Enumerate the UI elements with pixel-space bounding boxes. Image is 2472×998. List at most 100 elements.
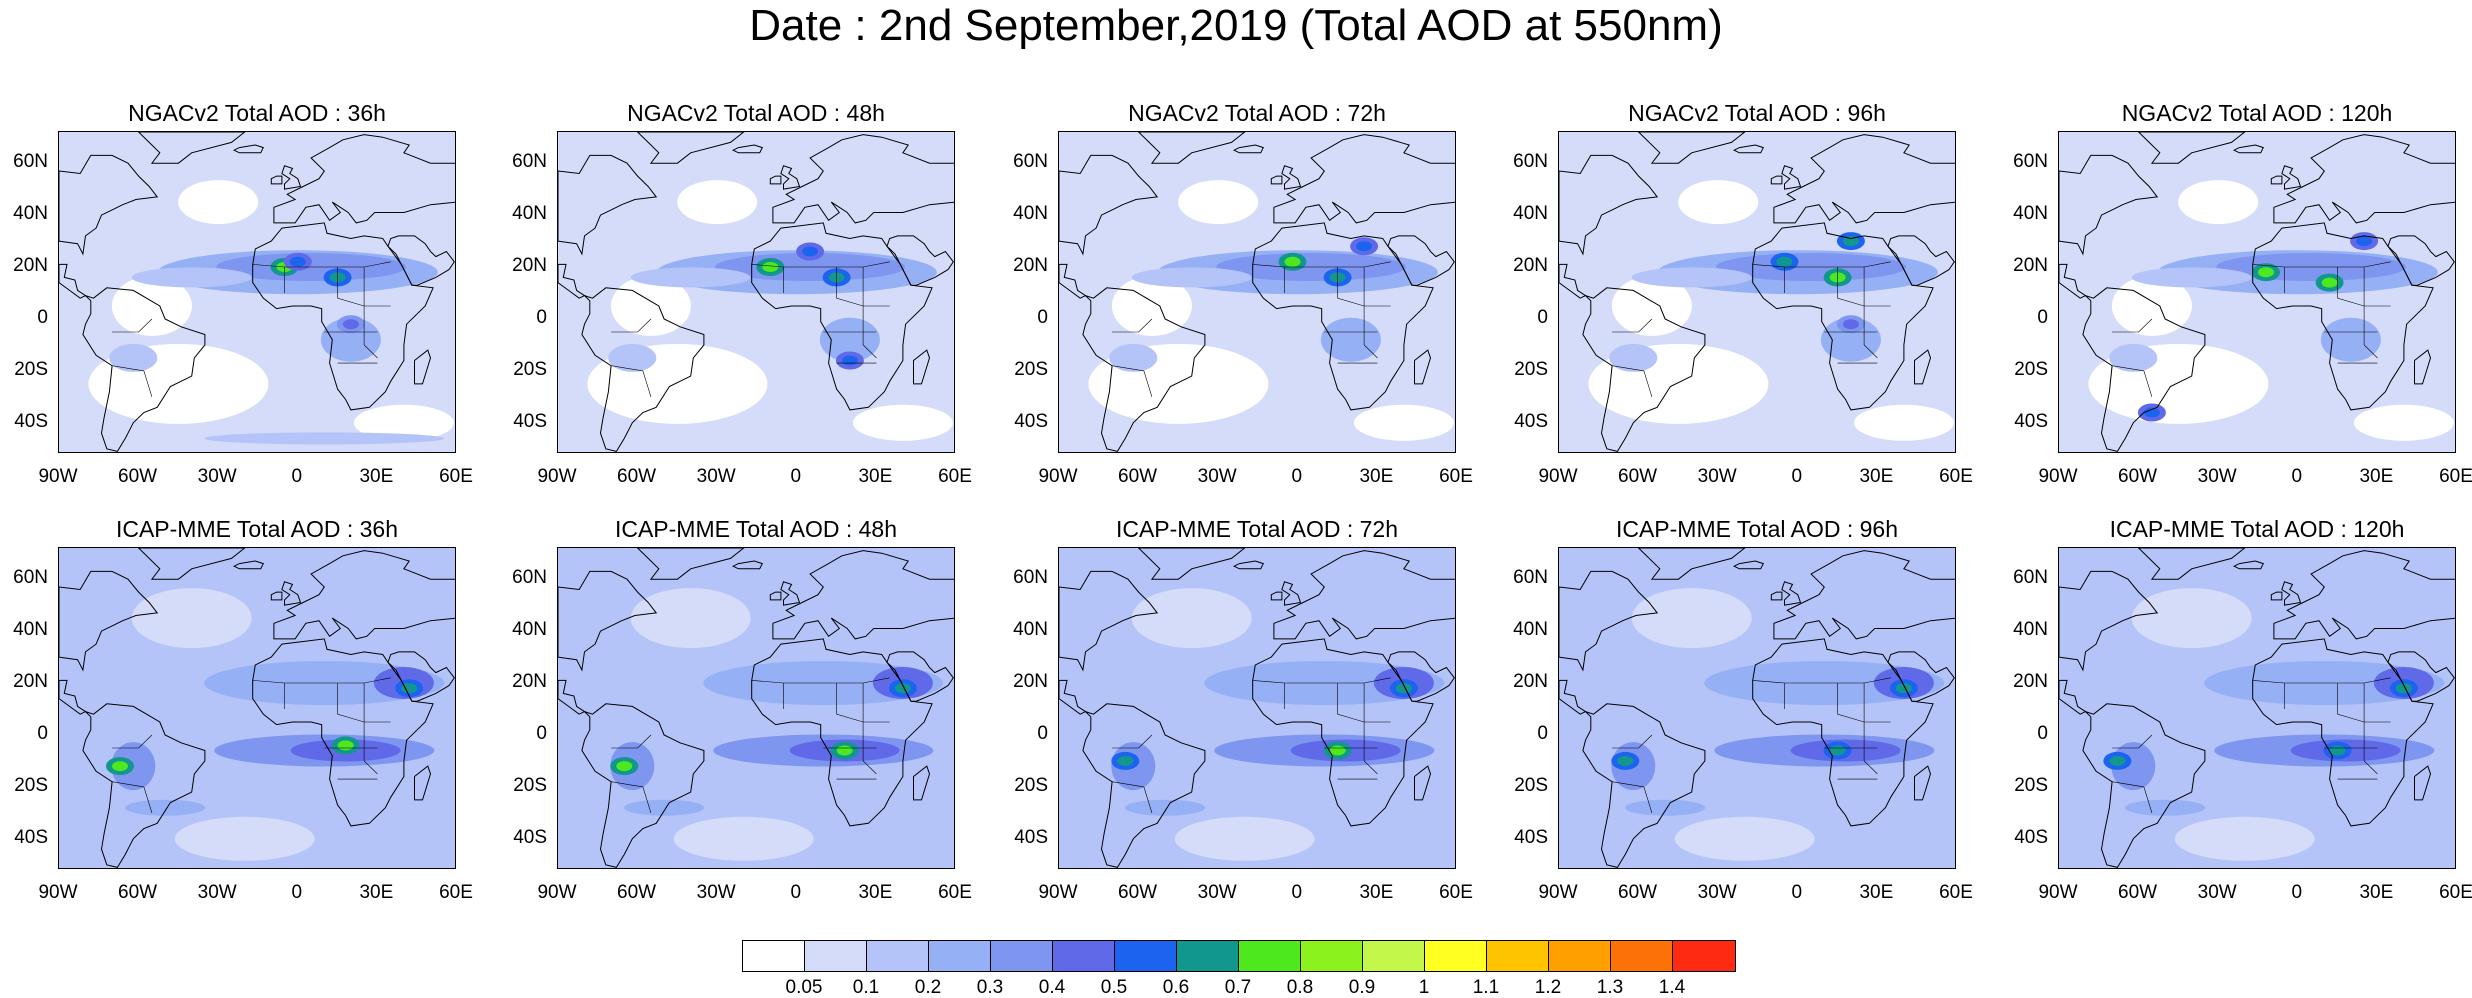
dust-plume	[131, 267, 252, 288]
coastline	[558, 154, 658, 256]
coastline	[2414, 349, 2432, 385]
country-border	[862, 267, 877, 359]
coastline	[387, 235, 455, 286]
lat-tick-label: 40S	[2014, 826, 2048, 848]
country-border	[363, 267, 378, 359]
clean-area	[1611, 276, 1692, 336]
lat-tick-label: 20N	[512, 671, 547, 693]
lat-tick-label: 40S	[1514, 410, 1548, 432]
aod-hotspot	[337, 740, 354, 751]
lat-tick-label: 20N	[2013, 255, 2048, 277]
coastline	[913, 765, 931, 801]
coastline	[2281, 165, 2302, 190]
lat-tick-label: 40N	[1013, 619, 1048, 641]
clean-area	[852, 404, 953, 441]
lat-tick-label: 0	[2037, 306, 2048, 328]
aod-hotspot	[2109, 755, 2126, 766]
country-border	[1363, 267, 1378, 359]
dust-plume	[1131, 267, 1252, 288]
coastline	[769, 175, 782, 185]
aod-field	[59, 132, 455, 452]
lat-tick-label: 40N	[512, 203, 547, 225]
lat-tick-label: 0	[1537, 722, 1548, 744]
lat-tick-label: 40N	[2013, 619, 2048, 641]
panel-title: NGACv2 Total AOD : 48h	[627, 100, 885, 126]
coastlines	[59, 132, 455, 452]
lon-tick-label: 60E	[1939, 466, 1973, 487]
lat-tick-label: 20N	[13, 671, 48, 693]
coastline	[886, 651, 954, 702]
coastline	[2232, 144, 2265, 154]
clean-area	[1853, 404, 1954, 441]
coastline	[1773, 550, 1955, 640]
country-border	[1837, 267, 1891, 307]
colorbar-swatch	[1487, 941, 1549, 971]
colorbar-label: 0.8	[1286, 977, 1314, 998]
lat-tick-label: 40N	[13, 203, 48, 225]
aod-field	[1559, 548, 1955, 868]
coastline	[558, 570, 658, 672]
lon-tick-label: 0	[2291, 882, 2303, 903]
lon-tick-label: 60E	[1939, 882, 1973, 903]
coastlines	[1059, 132, 1455, 452]
country-border	[611, 781, 652, 813]
lon-tick-label: 30E	[359, 466, 394, 487]
lat-tick-label: 20S	[2014, 358, 2048, 380]
coastline	[2387, 651, 2455, 702]
coastline	[636, 132, 745, 164]
smoke-area	[109, 343, 158, 372]
lon-tick-label: 0	[790, 882, 802, 903]
aod-hotspot	[616, 761, 633, 772]
aod-hotspot	[2356, 236, 2373, 247]
colorbar-label: 1.1	[1472, 977, 1500, 998]
colorbar-label: 1.4	[1658, 977, 1686, 998]
lon-tick-label: 30W	[696, 882, 736, 903]
country-border	[1252, 677, 1391, 684]
coastlines	[1559, 132, 1955, 452]
country-border	[112, 781, 153, 813]
lon-tick-label: 0	[790, 466, 802, 487]
aod-hotspot	[841, 355, 858, 366]
aod-field	[2059, 548, 2455, 868]
colorbar-label: 0.05	[785, 977, 823, 998]
smoke-area	[1609, 343, 1658, 372]
country-border	[337, 267, 391, 307]
lon-tick-label: 90W	[38, 882, 78, 903]
aod-background	[1059, 548, 1455, 868]
lat-tick-label: 20N	[1013, 255, 1048, 277]
aod-map	[2059, 548, 2455, 868]
country-border	[252, 261, 391, 268]
aod-field	[1059, 132, 1455, 452]
map-area	[1058, 131, 1456, 453]
aod-map	[1059, 132, 1455, 452]
aod-field	[558, 548, 954, 868]
lon-tick-label: 60W	[1118, 882, 1158, 903]
coastline	[82, 703, 206, 868]
coastline	[1770, 175, 1783, 185]
country-border	[836, 683, 890, 723]
lat-tick-label: 60N	[2013, 567, 2048, 589]
lat-tick-label: 40S	[513, 410, 547, 432]
aod-hotspot	[836, 745, 853, 756]
coastline	[232, 560, 265, 570]
country-border	[1863, 683, 1878, 775]
coastline	[1273, 550, 1455, 640]
map-area	[58, 547, 456, 869]
map-panel: NGACv2 Total AOD : 120h 60N 40N 20N 0 20S 40S 9…	[2013, 100, 2472, 487]
aod-hotspot	[2258, 267, 2274, 278]
country-border	[1612, 318, 1653, 333]
clean-area	[1678, 180, 1759, 225]
panel-title: NGACv2 Total AOD : 96h	[1628, 100, 1886, 126]
aod-hotspot	[1895, 683, 1912, 694]
lon-tick-label: 60E	[1439, 466, 1473, 487]
lon-tick-label: 60E	[938, 882, 972, 903]
colorbar-swatch	[991, 941, 1053, 971]
lat-tick-label: 20S	[513, 774, 547, 796]
coastline	[1059, 154, 1159, 256]
country-border	[1837, 683, 1891, 723]
dust-plume	[630, 267, 751, 288]
lat-tick-label: 60N	[13, 151, 48, 173]
coastline	[1232, 144, 1265, 154]
aod-map	[1059, 548, 1455, 868]
clean-area	[1631, 588, 1752, 649]
